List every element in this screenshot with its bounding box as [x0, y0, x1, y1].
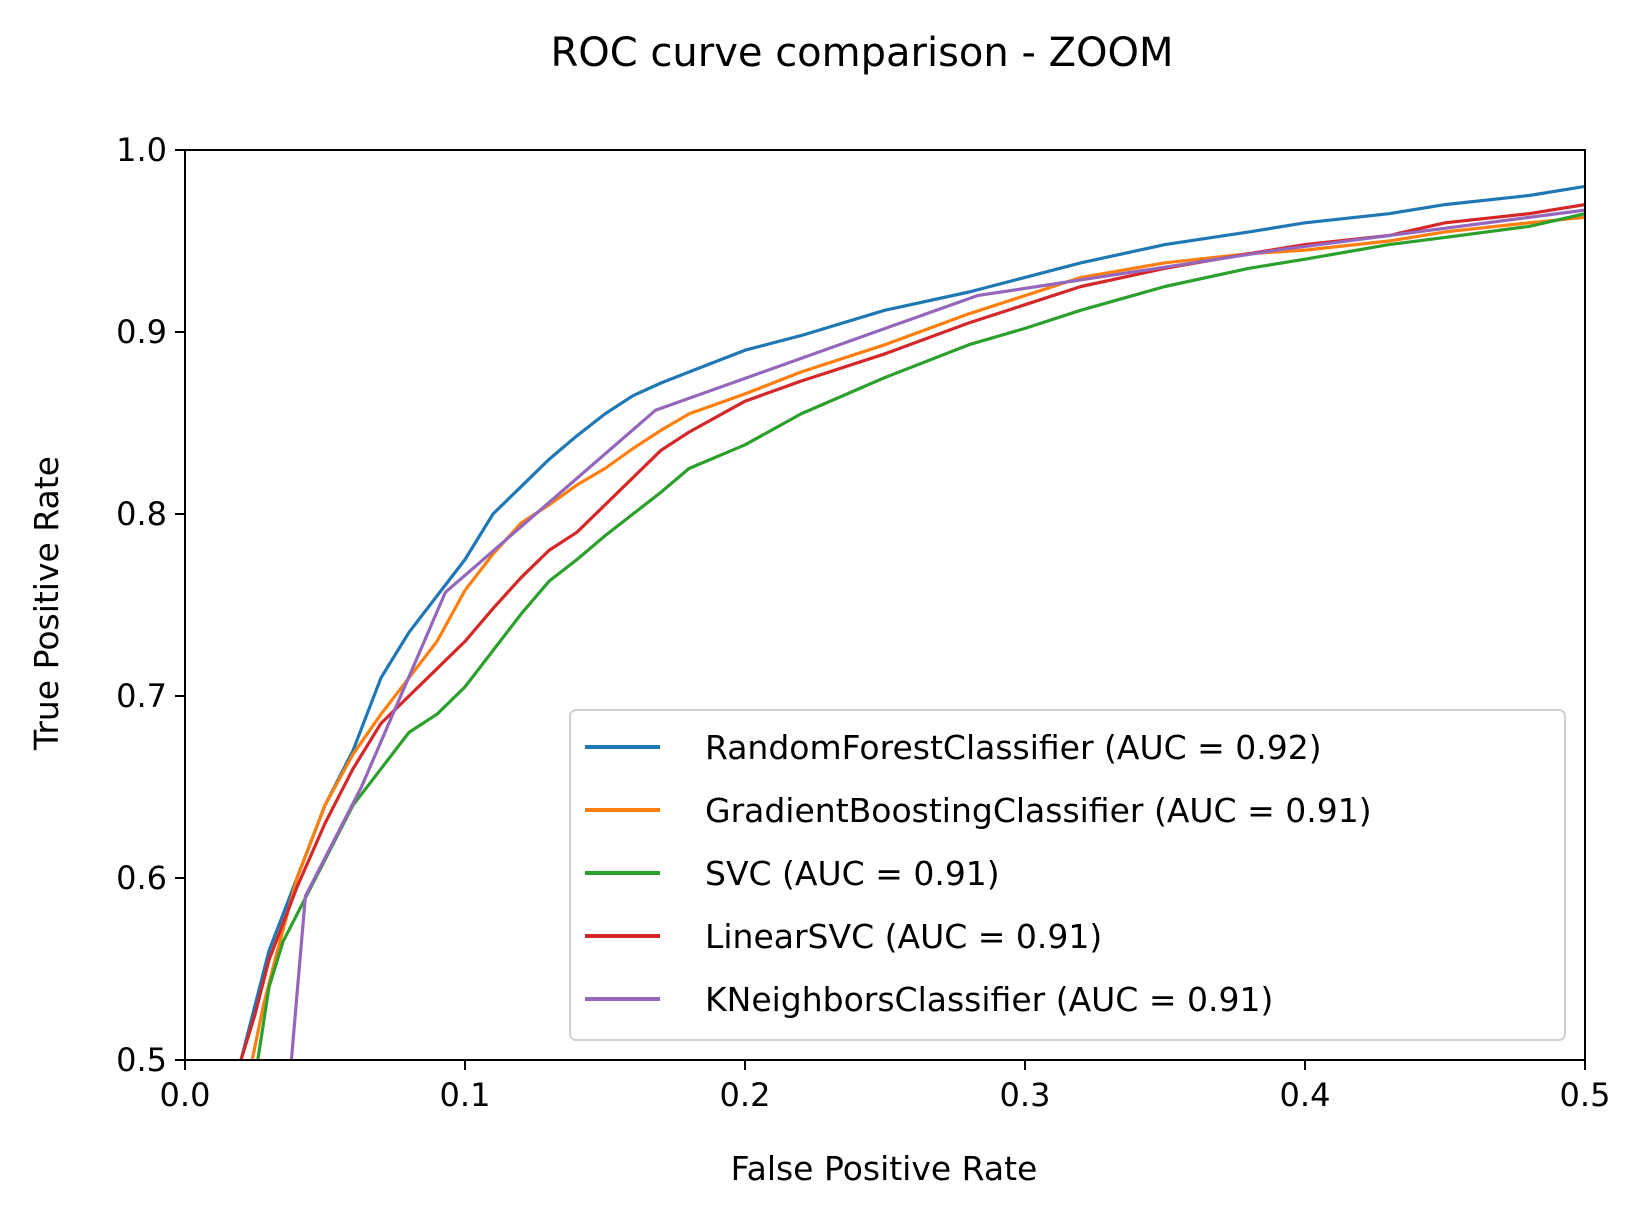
- legend-label-4: LinearSVC (AUC = 0.91): [705, 917, 1102, 956]
- x-tick-label: 0.1: [440, 1076, 491, 1114]
- chart-title: ROC curve comparison - ZOOM: [550, 30, 1173, 76]
- legend-label-3: SVC (AUC = 0.91): [705, 854, 1000, 893]
- y-tick-label: 0.7: [116, 677, 167, 715]
- y-tick-label: 0.9: [116, 313, 167, 351]
- y-tick-label: 0.8: [116, 495, 167, 533]
- x-tick-label: 0.5: [1560, 1076, 1611, 1114]
- legend-label-2: GradientBoostingClassifier (AUC = 0.91): [705, 791, 1372, 830]
- x-tick-label: 0.4: [1280, 1076, 1331, 1114]
- legend: RandomForestClassifier (AUC = 0.92) Gradi…: [569, 709, 1566, 1041]
- legend-label-1: RandomForestClassifier (AUC = 0.92): [705, 728, 1322, 767]
- y-axis-ticks: 0.5 0.6 0.7 0.8 0.9 1.0: [116, 131, 185, 1079]
- plot-frame: [184, 149, 1586, 1061]
- y-tick-label: 0.5: [116, 1041, 167, 1079]
- series-layer: [239, 184, 1585, 1060]
- series-line-5: [289, 208, 1585, 1060]
- legend-items: RandomForestClassifier (AUC = 0.92) Gradi…: [585, 728, 1372, 1019]
- y-tick-label: 1.0: [116, 131, 167, 169]
- legend-box: [569, 709, 1566, 1041]
- x-tick-label: 0.2: [720, 1076, 771, 1114]
- x-tick-label: 0.3: [1000, 1076, 1051, 1114]
- legend-label-5: KNeighborsClassifier (AUC = 0.91): [705, 980, 1273, 1019]
- y-axis-label: True Positive Rate: [27, 456, 66, 751]
- y-tick-label: 0.6: [116, 859, 167, 897]
- x-axis-ticks: 0.0 0.1 0.2 0.3 0.4 0.5: [160, 1060, 1611, 1114]
- x-axis-label: False Positive Rate: [731, 1149, 1038, 1188]
- x-tick-label: 0.0: [160, 1076, 211, 1114]
- plot-area: 0.0 0.1 0.2 0.3 0.4 0.5 0.5 0.6 0.7 0.8 0.9 1.0: [116, 131, 1610, 1114]
